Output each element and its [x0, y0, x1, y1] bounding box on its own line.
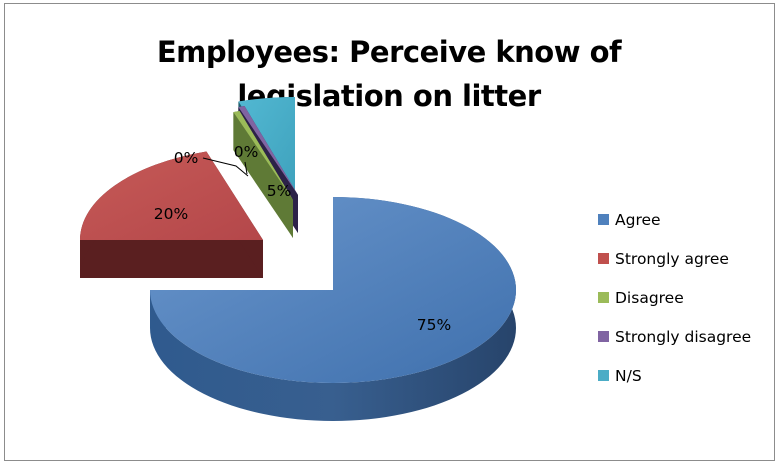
- legend-item-disagree: Disagree: [598, 284, 773, 311]
- slice-rim-disagree: [233, 111, 240, 151]
- leader-line-disagree: [202, 157, 249, 177]
- legend-item-agree: Agree: [598, 206, 773, 233]
- data-label-strongly-agree: 20%: [154, 205, 188, 223]
- data-label-disagree: 0%: [174, 149, 199, 167]
- data-label-n/s: 5%: [267, 182, 292, 200]
- data-label-strongly-disagree: 0%: [234, 143, 259, 161]
- data-label-agree: 75%: [417, 316, 451, 334]
- slice-top-strongly-agree: [80, 151, 263, 240]
- slice-agree: [150, 197, 516, 421]
- legend-label: Disagree: [615, 288, 684, 307]
- slice-top-disagree: [233, 111, 293, 200]
- slice-disagree: [233, 111, 293, 238]
- legend-item-n/s: N/S: [598, 362, 773, 389]
- slice-strongly-agree: [80, 151, 263, 278]
- legend-swatch: [598, 331, 609, 342]
- leader-line-strongly-disagree: [244, 161, 248, 175]
- slice-wall-strongly-agree: [80, 240, 263, 278]
- chart-title-line-1: Employees: Perceive know of: [156, 35, 622, 69]
- slice-top-strongly-disagree: [238, 106, 298, 195]
- legend-item-strongly-disagree: Strongly disagree: [598, 323, 773, 350]
- legend-label: Agree: [615, 210, 661, 229]
- legend-swatch: [598, 292, 609, 303]
- legend-label: N/S: [615, 366, 642, 385]
- legend-label: Strongly disagree: [615, 327, 752, 346]
- legend-swatch: [598, 370, 609, 381]
- legend-item-strongly-agree: Strongly agree: [598, 245, 773, 272]
- legend-label: Strongly agree: [615, 249, 729, 268]
- legend-swatch: [598, 214, 609, 225]
- legend-swatch: [598, 253, 609, 264]
- chart-legend: Agree Strongly agree Disagree Strongly disa…: [598, 206, 773, 401]
- slice-top-agree: [150, 197, 516, 383]
- slice-wall-disagree: [239, 111, 293, 238]
- chart-title: Employees: Perceive know of legislation …: [0, 30, 778, 118]
